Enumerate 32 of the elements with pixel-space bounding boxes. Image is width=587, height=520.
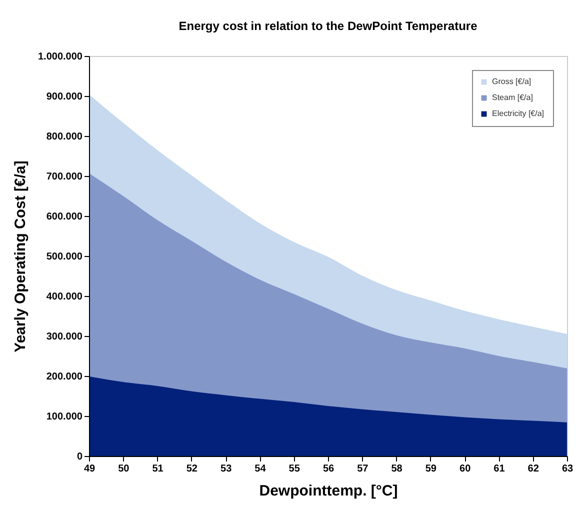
x-tick-label: 49 — [84, 464, 96, 474]
legend-label: Electricity [€/a] — [492, 109, 544, 118]
y-tick-label: 300.000 — [46, 332, 83, 342]
x-tick-label: 57 — [357, 464, 369, 474]
y-tick-label: 700.000 — [46, 172, 83, 182]
x-tick-label: 55 — [288, 464, 300, 474]
x-tick-label: 62 — [528, 464, 540, 474]
x-tick-label: 61 — [494, 464, 506, 474]
chart-title: Energy cost in relation to the DewPoint Temperature — [178, 19, 478, 33]
legend-label: Steam [€/a] — [492, 93, 533, 102]
y-tick-label: 500.000 — [46, 252, 83, 262]
y-tick-label: 600.000 — [46, 212, 83, 222]
x-tick-label: 52 — [186, 464, 198, 474]
y-tick-label: 100.000 — [46, 412, 83, 422]
x-tick-label: 58 — [391, 464, 403, 474]
y-tick-label: 200.000 — [46, 372, 83, 382]
x-tick-label: 53 — [220, 464, 232, 474]
x-axis-title: Dewpointtemp. [°C] — [259, 482, 398, 500]
x-tick-label: 63 — [562, 464, 574, 474]
x-tick-label: 51 — [152, 464, 164, 474]
y-tick-label: 1.000.000 — [38, 52, 83, 62]
y-tick-label: 400.000 — [46, 292, 83, 302]
x-tick-label: 50 — [118, 464, 130, 474]
x-tick-label: 59 — [425, 464, 437, 474]
legend-label: Gross [€/a] — [492, 77, 532, 86]
x-tick-label: 56 — [322, 464, 334, 474]
x-tick-label: 60 — [460, 464, 472, 474]
x-tick-label: 54 — [254, 464, 266, 474]
y-axis-title: Yearly Operating Cost [€/a] — [12, 160, 30, 352]
y-tick-label: 900.000 — [46, 92, 83, 102]
y-tick-label: 0 — [76, 452, 83, 462]
y-tick-label: 800.000 — [46, 132, 83, 142]
